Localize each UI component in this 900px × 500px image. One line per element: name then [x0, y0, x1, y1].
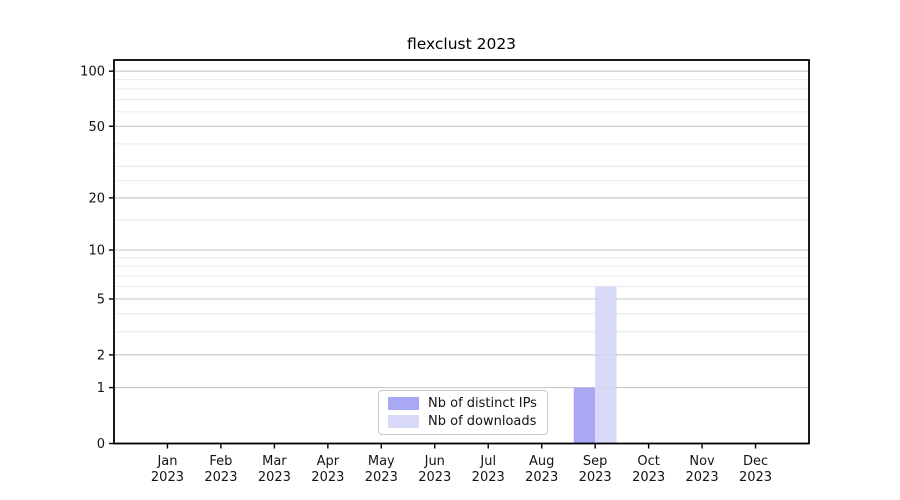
bar-downloads: [595, 286, 617, 444]
legend-swatch-downloads: [388, 415, 419, 428]
x-tick-label-year: 2023: [525, 470, 558, 485]
x-tick-label-month: Oct: [637, 454, 659, 469]
y-tick-label: 20: [88, 191, 105, 206]
x-tick-label-month: Jan: [156, 454, 177, 469]
legend-item-downloads: Nb of downloads: [388, 414, 537, 429]
x-tick-label-year: 2023: [418, 470, 451, 485]
x-tick-label-month: May: [368, 454, 395, 469]
x-tick-label-year: 2023: [579, 470, 612, 485]
x-tick-label-month: Mar: [262, 454, 287, 469]
legend-label-downloads: Nb of downloads: [428, 414, 537, 429]
x-tick-label-month: Sep: [583, 454, 608, 469]
y-tick-label: 5: [97, 292, 105, 307]
legend-label-distinct-ips: Nb of distinct IPs: [428, 396, 537, 411]
x-tick-label-month: Aug: [529, 454, 554, 469]
legend-item-distinct-ips: Nb of distinct IPs: [388, 396, 537, 411]
x-tick-label-month: Jun: [424, 454, 445, 469]
x-tick-label-month: Nov: [689, 454, 715, 469]
x-tick-label-year: 2023: [632, 470, 665, 485]
x-tick-label-year: 2023: [258, 470, 291, 485]
y-tick-label: 100: [80, 65, 105, 80]
y-tick-label: 50: [88, 120, 105, 135]
y-tick-label: 0: [97, 437, 105, 452]
legend: Nb of distinct IPs Nb of downloads: [378, 390, 548, 435]
bar-distinct-ips: [573, 387, 596, 444]
x-tick-label-year: 2023: [151, 470, 184, 485]
x-tick-label-month: Apr: [317, 454, 340, 469]
x-tick-label-year: 2023: [739, 470, 772, 485]
x-tick-label-year: 2023: [472, 470, 505, 485]
chart-title: flexclust 2023: [406, 35, 517, 53]
x-tick-label-month: Jul: [479, 454, 496, 469]
y-tick-label: 2: [97, 348, 105, 363]
y-tick-label: 10: [88, 244, 105, 259]
x-tick-label-month: Feb: [209, 454, 232, 469]
x-tick-label-year: 2023: [204, 470, 237, 485]
x-tick-label-month: Dec: [743, 454, 768, 469]
x-tick-label-year: 2023: [311, 470, 344, 485]
x-tick-label-year: 2023: [686, 470, 719, 485]
plot-frame: [113, 59, 810, 445]
x-tick-label-year: 2023: [365, 470, 398, 485]
y-tick-label: 1: [97, 381, 105, 396]
legend-swatch-distinct-ips: [388, 397, 419, 410]
